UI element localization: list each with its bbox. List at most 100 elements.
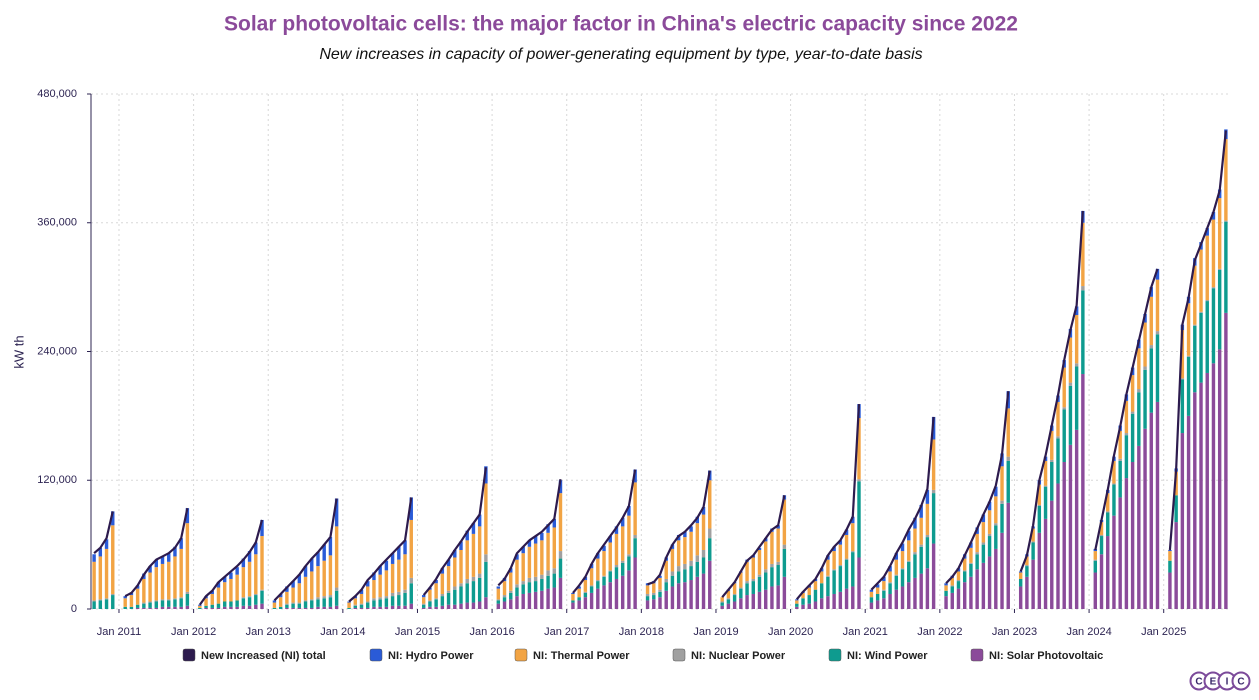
bar-segment: [1224, 312, 1228, 609]
bar-segment: [540, 578, 544, 591]
bar-segment: [907, 561, 911, 583]
bar-segment: [645, 593, 650, 597]
bar-segment: [726, 590, 731, 599]
legend-item[interactable]: New Increased (NI) total: [182, 648, 326, 662]
bar-segment: [1043, 485, 1048, 487]
bar-segment: [521, 593, 525, 609]
bar-segment: [838, 565, 843, 567]
bar-segment: [1199, 312, 1203, 383]
bar-segment: [1006, 456, 1010, 461]
legend-item[interactable]: NI: Hydro Power: [369, 648, 474, 662]
bar-segment: [1168, 572, 1172, 609]
bar-segment: [167, 606, 171, 609]
bar-segment: [359, 589, 364, 594]
bar-segment: [303, 576, 308, 601]
bar-segment: [372, 580, 376, 599]
bar-segment: [247, 551, 252, 562]
bar-segment: [1149, 296, 1153, 346]
bar-segment: [546, 532, 550, 571]
bar-segment: [453, 604, 457, 609]
bar-segment: [658, 591, 662, 598]
legend-item[interactable]: NI: Wind Power: [828, 648, 928, 662]
bar-segment: [950, 592, 954, 609]
bar-segment: [770, 563, 774, 568]
bar-segment: [366, 601, 370, 603]
bar-segment: [652, 583, 656, 593]
bar-segment: [664, 560, 668, 579]
bar-segment: [160, 563, 165, 600]
bar-segment: [409, 583, 413, 604]
bar-segment: [459, 549, 463, 584]
bar-segment: [838, 566, 843, 592]
bar-segment: [359, 603, 364, 605]
bar-segment: [658, 589, 662, 592]
bar-segment: [334, 605, 339, 609]
bar-segment: [919, 544, 923, 547]
bar-segment: [975, 569, 979, 609]
bar-segment: [1050, 459, 1054, 463]
bar-segment: [1205, 235, 1209, 300]
bar-segment: [421, 604, 426, 608]
bar-segment: [826, 575, 830, 577]
bar-segment: [726, 603, 731, 609]
bar-segment: [745, 581, 749, 584]
logo-circle: [1231, 671, 1251, 691]
bar-segment: [272, 600, 277, 603]
bar-segment: [222, 606, 227, 609]
bar-segment: [291, 587, 295, 603]
bar-segment: [1056, 436, 1060, 439]
bar-segment: [322, 544, 326, 561]
bar-segment: [1000, 532, 1004, 609]
legend-item[interactable]: NI: Thermal Power: [514, 648, 630, 662]
bar-segment: [1000, 500, 1004, 504]
bar-segment: [676, 566, 681, 572]
bar-segment: [1050, 462, 1054, 501]
bar-segment: [540, 590, 544, 609]
bar-segment: [1025, 576, 1029, 609]
bar-segment: [1193, 325, 1197, 393]
total-line: [721, 495, 786, 598]
bar-segment: [397, 595, 401, 606]
bar-segment: [720, 602, 724, 606]
bar-segment: [310, 558, 314, 572]
bar-segment: [378, 599, 382, 607]
legend-item[interactable]: NI: Solar Photovoltaic: [970, 648, 1103, 662]
bar-segment: [241, 597, 246, 599]
bar-segment: [440, 573, 445, 594]
bar-segment: [521, 553, 525, 582]
bar-segment: [434, 583, 438, 599]
bar-segment: [1186, 303, 1191, 356]
bar-segment: [664, 582, 668, 591]
bar-segment: [596, 588, 600, 609]
bar-segment: [1099, 554, 1104, 609]
bar-segment: [303, 601, 308, 608]
bar-segment: [1124, 433, 1129, 436]
bar-segment: [477, 601, 482, 609]
bar-segment: [608, 571, 612, 583]
bar-segment: [409, 577, 413, 584]
bar-segment: [403, 554, 407, 590]
bar-segment: [1106, 536, 1110, 609]
legend-item[interactable]: NI: Nuclear Power: [672, 648, 786, 662]
bar-segment: [1043, 486, 1048, 519]
bar-segment: [1224, 220, 1228, 222]
bar-segment: [403, 605, 407, 609]
bar-segment: [882, 598, 886, 609]
total-line: [945, 391, 1010, 585]
legend-label: NI: Wind Power: [847, 650, 928, 662]
bar-segment: [222, 582, 227, 602]
bar-segment: [589, 592, 594, 609]
bar-segment: [757, 549, 762, 575]
bar-segment: [894, 574, 899, 576]
bar-segment: [403, 540, 407, 555]
legend-label: NI: Thermal Power: [533, 650, 630, 662]
bar-segment: [446, 592, 451, 605]
bar-segment: [838, 544, 843, 566]
bar-segment: [776, 525, 780, 529]
bar-segment: [142, 602, 146, 604]
bar-segment: [1112, 460, 1116, 484]
bar-segment: [272, 607, 277, 609]
bar-segment: [732, 595, 737, 602]
bar-segment: [571, 602, 575, 609]
bar-segment: [1099, 534, 1104, 537]
